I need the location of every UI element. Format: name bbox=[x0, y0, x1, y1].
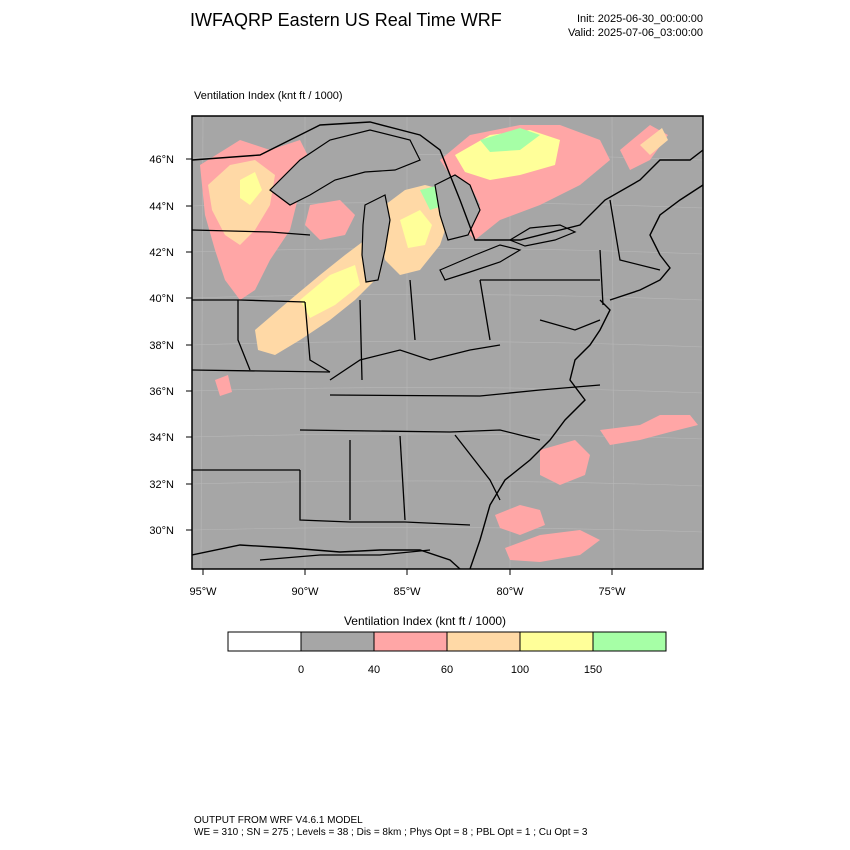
lon-ticks bbox=[202, 569, 613, 575]
colorbar-title: Ventilation Index (knt ft / 1000) bbox=[343, 614, 507, 628]
lon-label-95w: 95°W bbox=[189, 586, 217, 598]
map-field-label: Ventilation Index (knt ft / 1000) bbox=[194, 90, 343, 102]
lat-labels: 46°N 44°N 42°N 40°N 38°N 36°N 34°N 32°N … bbox=[149, 154, 174, 537]
colorbar-tick-labels: 0 40 60 100 150 bbox=[298, 664, 602, 676]
init-time: Init: 2025-06-30_00:00:00 bbox=[577, 13, 703, 25]
lat-label-40n: 40°N bbox=[149, 293, 174, 305]
colorbar-bin-0-40 bbox=[300, 631, 375, 652]
colorbar-tick-60: 60 bbox=[441, 664, 453, 676]
footer-config-line: WE = 310 ; SN = 275 ; Levels = 38 ; Dis … bbox=[194, 827, 588, 838]
colorbar-tick-0: 0 bbox=[298, 664, 304, 676]
country-border bbox=[192, 121, 703, 241]
lon-label-90w: 90°W bbox=[291, 586, 319, 598]
colorbar-bin-above-150 bbox=[592, 631, 667, 652]
lon-label-80w: 80°W bbox=[496, 586, 524, 598]
valid-time: Valid: 2025-07-06_03:00:00 bbox=[568, 27, 703, 39]
lat-label-32n: 32°N bbox=[149, 479, 174, 491]
lat-ticks bbox=[186, 158, 192, 531]
lat-label-36n: 36°N bbox=[149, 386, 174, 398]
colorbar-bin-60-100 bbox=[446, 631, 521, 652]
colorbar-tick-40: 40 bbox=[368, 664, 380, 676]
lon-labels: 95°W 90°W 85°W 80°W 75°W bbox=[189, 586, 626, 598]
map-frame bbox=[191, 115, 704, 570]
colorbar-bin-40-60 bbox=[373, 631, 448, 652]
colorbar-bin-below-0 bbox=[227, 631, 302, 652]
lat-label-38n: 38°N bbox=[149, 340, 174, 352]
footer-model-line: OUTPUT FROM WRF V4.6.1 MODEL bbox=[194, 815, 363, 826]
colorbar-tick-150: 150 bbox=[584, 664, 602, 676]
colorbar-bin-100-150 bbox=[519, 631, 594, 652]
coastline bbox=[192, 184, 703, 569]
lat-label-30n: 30°N bbox=[149, 525, 174, 537]
lon-label-75w: 75°W bbox=[598, 586, 626, 598]
lat-label-44n: 44°N bbox=[149, 201, 174, 213]
plot-title: IWFAQRP Eastern US Real Time WRF bbox=[190, 10, 502, 30]
colorbar bbox=[227, 631, 667, 652]
map-body bbox=[192, 116, 703, 569]
lat-label-34n: 34°N bbox=[149, 432, 174, 444]
lat-label-46n: 46°N bbox=[149, 154, 174, 166]
lon-label-85w: 85°W bbox=[393, 586, 421, 598]
colorbar-tick-100: 100 bbox=[511, 664, 529, 676]
lat-label-42n: 42°N bbox=[149, 247, 174, 259]
